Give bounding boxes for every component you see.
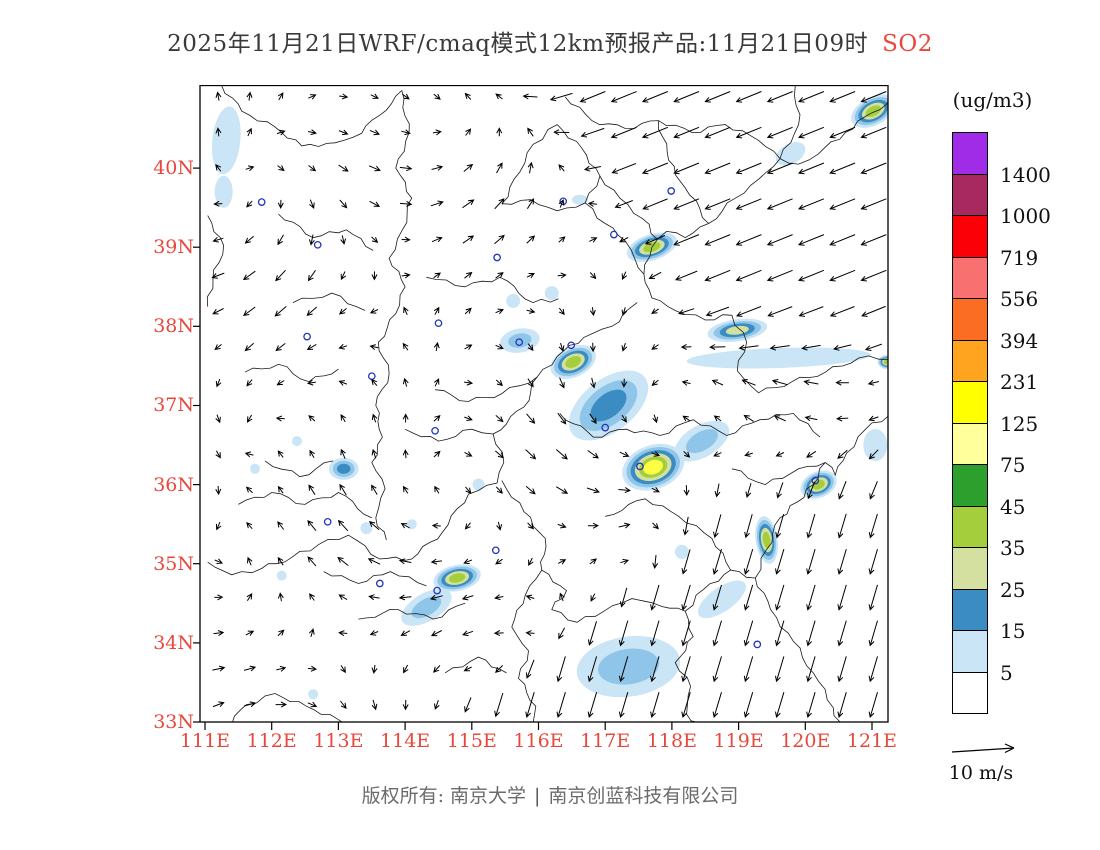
map-content — [206, 85, 888, 722]
wind-scale-arrow — [951, 743, 1015, 754]
lat-tick-label: 34N — [153, 631, 194, 654]
footer-company: 南京创蓝科技有限公司 — [548, 785, 739, 807]
lat-tick-label: 36N — [153, 473, 194, 496]
legend-color-swatch — [952, 505, 988, 548]
footer-divider: | — [534, 785, 541, 807]
lon-tick-label: 114E — [380, 730, 431, 752]
lon-tick-label: 119E — [713, 730, 764, 752]
lon-tick-label: 112E — [246, 730, 297, 752]
legend-color-swatch — [952, 671, 988, 714]
map-frame — [199, 85, 889, 723]
lon-tick-label: 116E — [513, 730, 564, 752]
footer-copyright: 版权所有: 南京大学 | 南京创蓝科技有限公司 — [0, 781, 1100, 808]
legend-level-label: 125 — [1000, 411, 1039, 436]
legend-level-label: 556 — [1000, 287, 1039, 311]
title-main: 2025年11月21日WRF/cmaq模式12km预报产品:11月21日09时 — [167, 31, 869, 57]
legend-color-swatch — [952, 381, 988, 424]
legend-color-swatch — [952, 588, 988, 631]
legend-color-swatch — [952, 132, 988, 175]
legend-level-label: 231 — [1000, 370, 1039, 394]
lat-tick-label: 35N — [153, 552, 194, 575]
axis-ticks — [193, 167, 873, 730]
wind-scale-label: 10 m/s — [948, 762, 1014, 784]
legend-color-swatch — [952, 422, 988, 465]
legend-units-label: (ug/m3) — [952, 88, 1033, 112]
lon-tick-label: 113E — [313, 730, 364, 752]
legend-color-swatch — [952, 339, 988, 382]
legend-level-label: 35 — [1000, 536, 1026, 560]
lat-tick-label: 33N — [153, 710, 194, 733]
lon-tick-label: 111E — [179, 730, 231, 752]
legend-color-swatch — [952, 464, 988, 507]
lat-tick-label: 40N — [153, 157, 194, 180]
lon-tick-label: 115E — [446, 730, 497, 752]
legend-level-label: 25 — [1000, 577, 1026, 602]
lon-tick-label: 117E — [580, 730, 631, 752]
city-markers — [257, 187, 820, 649]
legend-color-swatch — [952, 256, 988, 299]
legend-level-label: 5 — [1000, 660, 1013, 685]
lon-tick-label: 121E — [846, 730, 898, 752]
title-species: SO2 — [882, 31, 933, 57]
lat-tick-label: 39N — [153, 236, 194, 259]
lon-tick-label: 118E — [646, 730, 697, 752]
pollution-contours — [211, 94, 888, 700]
legend-level-label: 45 — [1000, 494, 1026, 519]
legend-color-swatch — [952, 630, 988, 673]
lat-tick-label: 37N — [153, 394, 194, 417]
legend-level-label: 15 — [1000, 619, 1026, 643]
legend-color-swatch — [952, 173, 988, 216]
legend-level-label: 394 — [1000, 328, 1039, 353]
footer-owner: 版权所有: 南京大学 — [361, 785, 527, 807]
legend-level-label: 719 — [1000, 245, 1039, 270]
legend-color-swatch — [952, 298, 988, 341]
legend-level-label: 75 — [1000, 453, 1026, 477]
province-boundaries — [206, 85, 888, 722]
legend-level-label: 1400 — [1000, 162, 1051, 187]
legend-color-swatch — [952, 547, 988, 590]
legend-level-label: 1000 — [1000, 204, 1051, 228]
legend-color-swatch — [952, 215, 988, 258]
forecast-map — [193, 85, 889, 730]
page-title: 2025年11月21日WRF/cmaq模式12km预报产品:11月21日09时 S… — [0, 24, 1100, 58]
wind-vectors — [211, 91, 887, 719]
lat-tick-label: 38N — [153, 315, 194, 338]
legend-colorbar: 1400 1000 719 556 394 231 125 75 45 35 25 15 5 — [952, 132, 1100, 714]
lon-tick-label: 120E — [780, 730, 831, 752]
